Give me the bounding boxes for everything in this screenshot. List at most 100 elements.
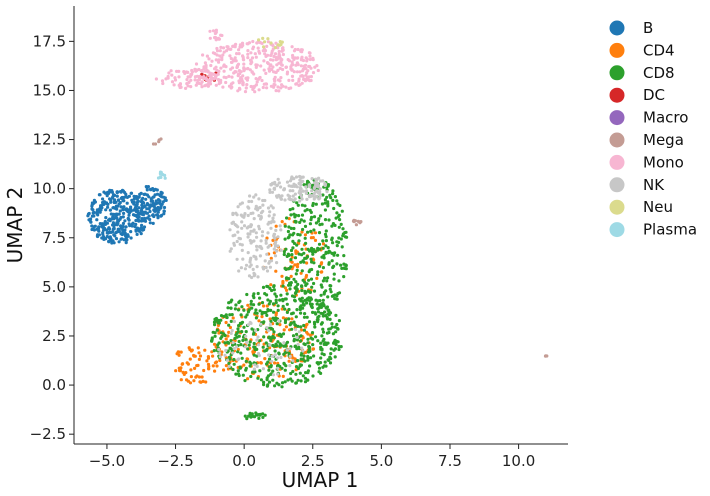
scatter-point (235, 65, 239, 70)
scatter-point (141, 210, 145, 214)
scatter-point (275, 322, 279, 326)
scatter-point (242, 69, 246, 73)
scatter-point (300, 288, 304, 293)
scatter-point (148, 221, 152, 225)
scatter-point (304, 185, 308, 189)
scatter-point (95, 218, 99, 222)
scatter-point (284, 65, 288, 69)
scatter-point (296, 262, 300, 266)
scatter-point (267, 353, 271, 357)
scatter-point (236, 308, 241, 312)
scatter-point (197, 78, 201, 82)
scatter-point (102, 190, 106, 194)
scatter-point (227, 84, 232, 88)
scatter-point (265, 44, 269, 49)
scatter-point (213, 369, 217, 373)
scatter-point (290, 253, 294, 257)
scatter-point (237, 48, 241, 52)
scatter-point (250, 327, 254, 331)
legend-marker (609, 199, 625, 215)
scatter-point (243, 414, 247, 418)
scatter-point (299, 58, 303, 62)
scatter-point (110, 189, 114, 193)
scatter-point (124, 241, 128, 245)
scatter-point (275, 194, 279, 198)
scatter-point (300, 203, 304, 207)
scatter-point (178, 82, 182, 86)
scatter-point (267, 357, 272, 361)
scatter-point (287, 59, 292, 63)
scatter-point (288, 364, 292, 368)
scatter-point (185, 361, 189, 365)
scatter-point (277, 89, 281, 93)
y-tick-label: 0.0 (42, 376, 66, 394)
scatter-point (261, 85, 265, 90)
scatter-point (316, 362, 320, 366)
scatter-point (217, 347, 221, 352)
scatter-point (294, 365, 299, 369)
scatter-point (321, 193, 325, 197)
scatter-point (256, 275, 260, 279)
scatter-point (296, 324, 300, 328)
scatter-point (257, 339, 262, 343)
scatter-point (251, 211, 255, 215)
scatter-point (210, 339, 214, 343)
scatter-point (276, 364, 280, 368)
scatter-point (310, 331, 315, 335)
scatter-point (323, 183, 327, 187)
scatter-point (117, 212, 121, 216)
scatter-point (322, 337, 326, 341)
scatter-point (302, 67, 306, 71)
scatter-point (293, 263, 297, 267)
scatter-point (119, 215, 123, 220)
scatter-point (232, 362, 236, 366)
scatter-point (246, 303, 250, 307)
scatter-point (297, 214, 301, 218)
scatter-point (216, 323, 220, 327)
scatter-point (121, 208, 125, 212)
scatter-point (181, 362, 185, 366)
scatter-point (276, 366, 280, 370)
scatter-point (179, 366, 183, 370)
scatter-point (106, 205, 110, 209)
scatter-point (208, 36, 212, 40)
scatter-point (279, 248, 283, 252)
scatter-point (299, 218, 303, 222)
scatter-point (288, 323, 292, 327)
scatter-point (141, 196, 145, 200)
scatter-point (321, 330, 326, 334)
scatter-point (333, 297, 337, 301)
scatter-point (327, 218, 331, 222)
scatter-point (305, 255, 310, 259)
scatter-point (126, 210, 130, 214)
scatter-point (297, 77, 301, 81)
scatter-point (272, 70, 276, 74)
scatter-point (212, 320, 217, 324)
scatter-point (274, 41, 278, 45)
scatter-point (273, 52, 278, 56)
scatter-point (316, 273, 320, 277)
scatter-point (211, 29, 216, 33)
scatter-point (256, 46, 260, 50)
scatter-point (291, 207, 295, 211)
scatter-point (287, 217, 291, 221)
scatter-point (280, 63, 284, 67)
legend-marker (609, 42, 625, 58)
scatter-point (356, 219, 360, 223)
legend-label: CD4 (643, 41, 675, 59)
scatter-point (332, 253, 336, 257)
scatter-point (114, 200, 118, 204)
scatter-point (251, 267, 255, 271)
scatter-point (283, 286, 287, 290)
scatter-point (262, 82, 266, 86)
scatter-point (265, 326, 269, 330)
scatter-point (268, 188, 272, 192)
scatter-point (228, 228, 232, 232)
scatter-point (266, 40, 270, 44)
scatter-point (231, 220, 235, 224)
scatter-point (280, 307, 284, 311)
scatter-point (141, 205, 145, 210)
scatter-point (285, 216, 289, 220)
scatter-point (236, 327, 240, 331)
scatter-point (154, 77, 158, 81)
